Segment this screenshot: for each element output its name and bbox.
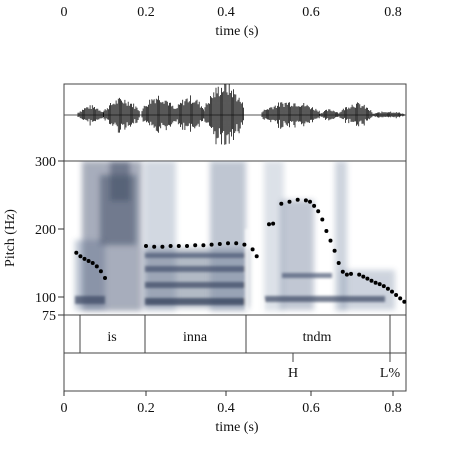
pitch-point	[373, 280, 378, 285]
pitch-point	[234, 241, 239, 246]
tone-tier: H L%	[63, 352, 407, 392]
pitch-point	[271, 221, 276, 226]
top-time-axis: 0 0.2 0.4 0.6 0.8 time (s)	[61, 5, 402, 39]
word-tier: is inna tndm	[63, 314, 407, 354]
bottom-tick-1: 0.2	[137, 401, 155, 416]
pitch-axis: 300 200 100 75 Pitch (Hz)	[3, 155, 64, 324]
word-tndm: tndm	[303, 330, 332, 345]
top-axis-label: time (s)	[215, 24, 258, 39]
pitch-point	[402, 299, 407, 304]
pitch-axis-label: Pitch (Hz)	[3, 209, 18, 267]
pitch-point	[381, 284, 386, 289]
pitch-point	[394, 293, 399, 297]
pitch-point	[185, 244, 189, 248]
pitch-point	[369, 278, 374, 283]
pitch-point	[398, 296, 403, 301]
pitch-point	[349, 271, 353, 276]
pitch-tick-100: 100	[35, 291, 56, 306]
tone-L-percent: L%	[380, 366, 401, 381]
pitch-point	[78, 254, 83, 259]
pitch-point	[103, 276, 107, 280]
top-tick-1: 0.2	[137, 5, 155, 20]
pitch-point	[176, 244, 181, 248]
pitch-point	[357, 272, 362, 277]
pitch-point	[390, 289, 394, 294]
pitch-point	[377, 282, 382, 287]
pitch-point	[98, 269, 103, 274]
pitch-point	[328, 238, 333, 243]
pitch-point	[320, 217, 325, 222]
pitch-point	[160, 244, 165, 249]
waveform-trace	[77, 84, 405, 145]
bottom-tick-0: 0	[61, 401, 68, 416]
pitch-point	[217, 242, 222, 246]
pitch-tick-300: 300	[35, 155, 56, 170]
pitch-point	[242, 242, 247, 247]
top-tick-0: 0	[61, 5, 68, 20]
tone-H: H	[288, 366, 298, 381]
pitch-point	[250, 247, 255, 252]
pitch-point	[295, 197, 300, 202]
word-inna: inna	[183, 330, 208, 345]
bottom-axis-label: time (s)	[215, 420, 258, 435]
pitch-point	[144, 244, 148, 248]
pitch-point	[308, 199, 312, 204]
pitch-point	[267, 222, 271, 227]
pitch-point	[361, 274, 366, 279]
pitch-point	[303, 198, 308, 203]
bottom-tick-4: 0.8	[384, 401, 402, 416]
pitch-point	[365, 276, 370, 281]
pitch-point	[86, 259, 91, 263]
pitch-point	[82, 256, 87, 261]
pitch-tick-75: 75	[42, 309, 56, 324]
pitch-point	[226, 241, 230, 246]
bottom-tick-3: 0.6	[302, 401, 320, 416]
bottom-tick-2: 0.4	[217, 401, 235, 416]
pitch-point	[279, 201, 284, 206]
waveform-panel	[63, 83, 407, 162]
pitch-point	[168, 244, 173, 248]
pitch-point	[344, 272, 349, 277]
top-tick-4: 0.8	[384, 5, 402, 20]
spectrogram-image	[75, 161, 395, 312]
pitch-point	[287, 199, 292, 204]
waveform-signal	[77, 84, 405, 145]
pitch-point	[324, 229, 329, 233]
pitch-point	[209, 242, 214, 247]
pitch-point	[94, 264, 99, 269]
pitch-point	[340, 269, 345, 274]
pitch-point	[316, 209, 321, 214]
bottom-time-axis: 0 0.2 0.4 0.6 0.8 time (s)	[61, 391, 402, 435]
pitch-point	[385, 286, 390, 291]
pitch-point	[312, 203, 317, 208]
pitch-point	[201, 243, 206, 248]
pitch-point	[336, 261, 341, 265]
spectrogram-panel	[63, 160, 407, 316]
pitch-tick-200: 200	[35, 223, 56, 238]
top-tick-2: 0.4	[217, 5, 235, 20]
top-tick-3: 0.6	[302, 5, 320, 20]
pitch-point	[90, 261, 95, 265]
pitch-point	[193, 243, 198, 248]
pitch-point	[152, 244, 157, 249]
word-is: is	[107, 330, 116, 345]
pitch-point	[74, 250, 79, 255]
pitch-point	[332, 248, 337, 253]
pitch-point	[254, 254, 259, 259]
pitch-contour	[74, 197, 407, 304]
